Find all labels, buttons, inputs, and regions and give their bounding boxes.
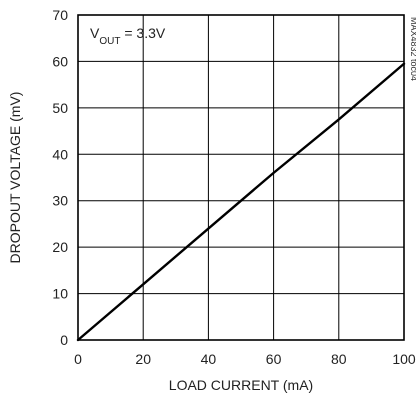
y-tick-labels: 0 10 20 30 40 50 60 70 — [52, 7, 68, 348]
x-tick-label: 40 — [201, 351, 217, 367]
series-line — [76, 62, 406, 342]
x-tick-label: 60 — [266, 351, 282, 367]
y-tick-label: 60 — [52, 53, 68, 69]
x-tick-labels: 0 20 40 60 80 100 — [74, 351, 416, 367]
grid-lines — [78, 15, 404, 340]
x-tick-label: 0 — [74, 351, 82, 367]
x-tick-label: 100 — [392, 351, 416, 367]
plot-frame — [77, 14, 405, 341]
x-tick-label: 20 — [135, 351, 151, 367]
corner-id-label: MAX4832 toc04 — [409, 17, 416, 81]
y-tick-label: 50 — [52, 100, 68, 116]
x-tick-label: 80 — [331, 351, 347, 367]
y-axis-title: DROPOUT VOLTAGE (mV) — [7, 92, 23, 264]
condition-prefix: V — [90, 25, 100, 41]
y-tick-label: 20 — [52, 239, 68, 255]
x-axis-title: LOAD CURRENT (mA) — [169, 377, 313, 393]
y-tick-label: 10 — [52, 286, 68, 302]
series-layer — [76, 62, 406, 342]
condition-annotation: VOUT = 3.3V — [90, 25, 166, 47]
condition-subscript: OUT — [99, 36, 120, 47]
y-tick-label: 40 — [52, 146, 68, 162]
y-tick-label: 30 — [52, 193, 68, 209]
y-tick-label: 70 — [52, 7, 68, 23]
y-tick-label: 0 — [60, 332, 68, 348]
condition-suffix: = 3.3V — [120, 25, 165, 41]
